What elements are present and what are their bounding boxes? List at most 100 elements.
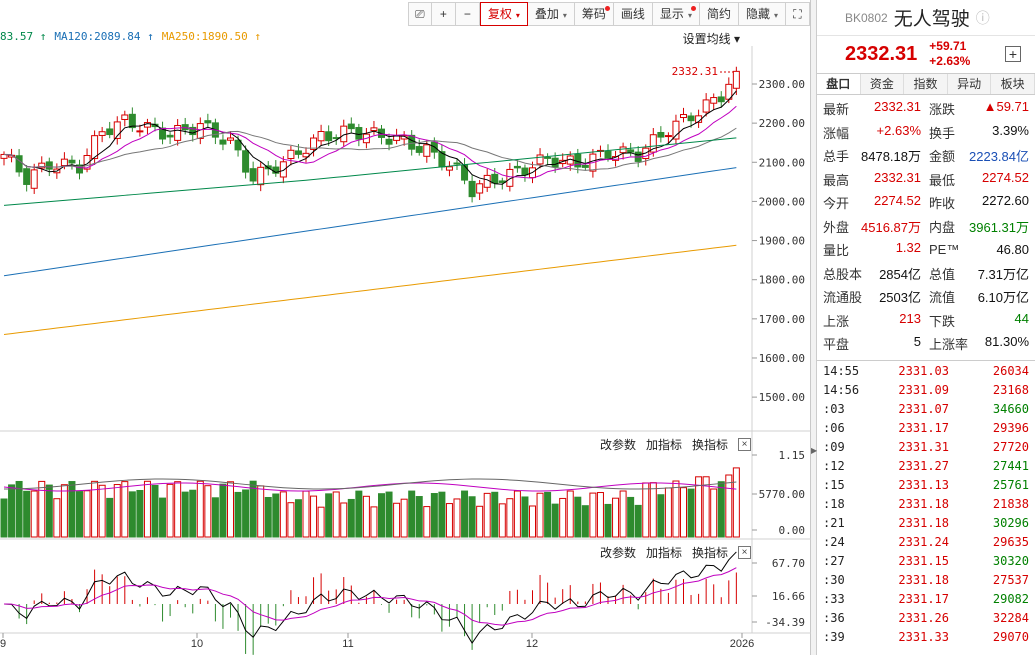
- quote-cell: 最高 2332.31: [823, 170, 926, 189]
- macd-close-icon[interactable]: ×: [738, 546, 752, 559]
- macd-switch-indicator-button[interactable]: 换指标: [692, 546, 729, 560]
- tick-row: :09 2331.31 27720: [817, 438, 1035, 457]
- quote-label: PE™: [929, 242, 960, 258]
- volume-bar: [468, 496, 476, 538]
- chevron-down-icon: ▾: [562, 11, 567, 20]
- quote-tab[interactable]: 盘口: [817, 74, 861, 94]
- kline-chart-area[interactable]: 2300.00 2200.00 2100.00 2000.00 1900.00 1800.…: [0, 0, 811, 655]
- quote-row: 上涨 213 下跌 44: [823, 309, 1029, 333]
- candle: [106, 128, 114, 136]
- volume-bar: [544, 491, 552, 538]
- kline-canvas[interactable]: 2300.00 2200.00 2100.00 2000.00 1900.00 1800.…: [0, 0, 811, 655]
- candle: [710, 97, 718, 104]
- quote-label: 昨收: [929, 196, 956, 212]
- toolbar-yincang-button[interactable]: 隐藏 ▾: [738, 2, 786, 26]
- chevron-down-icon: ▾: [515, 11, 520, 20]
- panel-splitter[interactable]: ▶: [811, 0, 817, 655]
- macd-add-indicator-button[interactable]: 加指标: [646, 546, 683, 560]
- volume-switch-indicator-button[interactable]: 换指标: [692, 438, 729, 452]
- quote-row: 涨幅 +2.63% 换手 3.39%: [823, 121, 1029, 145]
- tick-list[interactable]: 14:55 2331.03 26034 14:56 2331.09 23168:03 233…: [817, 359, 1035, 647]
- candle: [234, 139, 242, 151]
- candle: [445, 166, 453, 171]
- toolbar-fullscreen-button[interactable]: ⛶: [786, 2, 810, 26]
- volume-bar: [272, 493, 280, 538]
- tick-time: :21: [823, 516, 845, 530]
- candle: [257, 166, 265, 186]
- candle: [370, 127, 378, 132]
- volume-bar: [559, 497, 567, 538]
- volume-bar: [453, 498, 461, 538]
- ma-settings-label: 设置均线 ▾: [682, 32, 740, 46]
- candle: [385, 138, 393, 145]
- toolbar-huaxian-button[interactable]: 画线: [613, 2, 653, 26]
- candle: [680, 114, 687, 119]
- tick-row: :39 2331.33 29070: [817, 628, 1035, 647]
- volume-bar: [408, 490, 416, 538]
- candle: [45, 161, 53, 170]
- macd-panel-buttons: 改参数 加指标 换指标 ×: [600, 544, 752, 561]
- tick-volume: 21838: [992, 497, 1029, 511]
- quote-tab[interactable]: 指数: [904, 74, 948, 94]
- ma-settings-button[interactable]: 设置均线 ▾: [683, 30, 740, 47]
- quote-label: 上涨: [823, 313, 850, 329]
- quote-tab[interactable]: 板块: [991, 74, 1035, 94]
- volume-bar: [680, 487, 687, 538]
- collapse-arrow-icon[interactable]: ▶: [811, 446, 818, 455]
- volume-params-button[interactable]: 改参数: [600, 438, 637, 452]
- candle: [423, 144, 431, 157]
- quote-value: +2.63%: [876, 122, 921, 138]
- toolbar-fuquan-button[interactable]: 复权 ▾: [479, 2, 528, 26]
- volume-bar: [612, 497, 620, 538]
- toolbar-jianyue-button[interactable]: 简约: [699, 2, 739, 26]
- candle: [604, 150, 612, 159]
- tick-price: 2331.33: [898, 630, 949, 644]
- tick-time: 14:56: [823, 383, 860, 397]
- volume-bar: [355, 490, 363, 538]
- quote-cell: 涨幅 +2.63%: [823, 123, 926, 142]
- toolbar-zoom-out-button[interactable]: −: [455, 2, 480, 26]
- candle: [551, 157, 559, 168]
- volume-bar: [596, 492, 604, 538]
- info-icon[interactable]: ⓘ: [975, 9, 990, 26]
- volume-bar: [423, 506, 431, 538]
- quote-value: 2223.84亿: [969, 149, 1029, 165]
- volume-bar: [83, 490, 91, 538]
- candle: [98, 131, 106, 136]
- quote-cell: PE™ 46.80: [926, 242, 1029, 257]
- volume-bar: [664, 487, 672, 538]
- volume-add-indicator-button[interactable]: 加指标: [646, 438, 683, 452]
- tick-time: :03: [823, 402, 845, 416]
- add-watchlist-icon[interactable]: +: [1005, 46, 1021, 62]
- toolbar-diejia-button[interactable]: 叠加 ▾: [527, 2, 575, 26]
- quote-tab[interactable]: 异动: [948, 74, 992, 94]
- volume-bar: [53, 498, 61, 538]
- y-axis-label: 2100.00: [759, 156, 805, 169]
- volume-close-icon[interactable]: ×: [738, 438, 752, 451]
- toolbar-chouma-button[interactable]: 筹码: [574, 2, 614, 26]
- toolbar-xianshi-button[interactable]: 显示 ▾: [652, 2, 700, 26]
- macd-axis-label: 16.66: [772, 590, 805, 603]
- toolbar-zoom-in-button[interactable]: +: [431, 2, 456, 26]
- toolbar-restore-button[interactable]: ⎚: [407, 2, 432, 26]
- volume-bar: [68, 481, 76, 538]
- notification-dot: [604, 6, 610, 11]
- macd-params-button[interactable]: 改参数: [600, 546, 637, 560]
- change-value: +59.71: [929, 39, 967, 53]
- dea-line: [3, 567, 737, 626]
- quote-value: 2274.52: [874, 193, 921, 209]
- volume-bar: [710, 488, 718, 538]
- candle: [0, 153, 8, 159]
- y-axis-label: 2000.00: [759, 195, 805, 208]
- quote-tab[interactable]: 资金: [861, 74, 905, 94]
- volume-bar: [151, 484, 159, 538]
- chart-toolbar: ⎚ + − 复权 ▾ 叠加 ▾ 筹码 画线 显示 ▾ 简约 隐藏 ▾ ⛶: [407, 0, 810, 28]
- quote-cell: 流通股 2503亿: [823, 287, 926, 306]
- tick-volume: 23168: [992, 383, 1029, 397]
- tick-row: :15 2331.13 25761: [817, 476, 1035, 495]
- tick-price: 2331.27: [898, 459, 949, 473]
- volume-bar: [461, 490, 469, 538]
- volume-bar: [317, 506, 325, 538]
- tick-time: :06: [823, 421, 845, 435]
- ma-legend-item: MA120:2089.84 ↑: [54, 30, 154, 43]
